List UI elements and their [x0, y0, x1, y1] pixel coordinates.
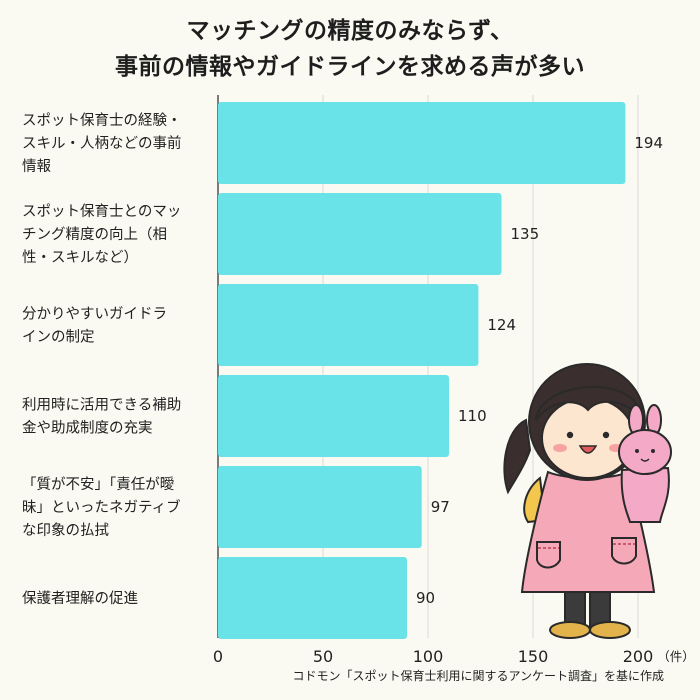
chart-title-line1: マッチングの精度のみならず、	[186, 18, 514, 44]
source-note: コドモン「スポット保育士利用に関するアンケート調査」を基に作成	[292, 669, 664, 683]
x-tick-label: 100	[413, 647, 444, 666]
bar	[218, 466, 422, 548]
mouth	[578, 445, 598, 454]
rabbit-puppet	[618, 404, 672, 523]
eye-left	[566, 431, 574, 439]
rabbit-body	[620, 466, 670, 523]
rabbit-head	[618, 429, 672, 475]
bar	[218, 557, 407, 639]
leg-left	[564, 587, 586, 627]
value-label: 194	[634, 134, 663, 152]
value-label: 97	[431, 498, 450, 516]
bars: 194 135 124 110 97 90	[218, 102, 663, 639]
value-label: 135	[511, 225, 540, 243]
category-label: スポット保育士の経験・スキル・人柄などの事前情報	[22, 112, 182, 175]
eye-right	[602, 431, 610, 439]
value-label: 124	[487, 316, 516, 334]
category-label: 分かりやすいガイドラインの制定	[22, 306, 167, 346]
value-label: 110	[458, 407, 487, 425]
x-axis-unit: （件）	[657, 649, 695, 664]
bar	[218, 375, 449, 457]
x-tick-label: 150	[518, 647, 549, 666]
leg-right	[589, 587, 611, 627]
cheek-left	[553, 444, 567, 452]
x-tick-label: 50	[313, 647, 333, 666]
shoe-left	[549, 621, 591, 639]
shoe-right	[589, 621, 631, 639]
chart-title-line2: 事前の情報やガイドラインを求める声が多い	[115, 54, 585, 80]
bar	[218, 193, 502, 275]
bar	[218, 284, 479, 366]
category-label: 「質が不安」「責任が曖昧」といったネガティブな印象の払拭	[22, 475, 181, 539]
x-axis: 0 50 100 150 200 （件）	[213, 647, 695, 666]
category-labels: スポット保育士の経験・スキル・人柄などの事前情報スポット保育士とのマッチング精度…	[22, 112, 182, 607]
x-tick-label: 200	[623, 647, 654, 666]
caregiver-illustration	[503, 363, 672, 639]
apron-pocket-right	[611, 537, 637, 565]
bar	[218, 102, 626, 184]
category-label: 利用時に活用できる補助金や助成制度の充実	[22, 397, 181, 437]
category-label: スポット保育士とのマッチング精度の向上（相性・スキルなど）	[22, 203, 181, 266]
apron-pocket-left	[536, 541, 561, 569]
hair-ponytail	[503, 418, 532, 495]
value-label: 90	[416, 589, 435, 607]
x-tick-label: 0	[213, 647, 223, 666]
category-label: 保護者理解の促進	[22, 590, 138, 607]
